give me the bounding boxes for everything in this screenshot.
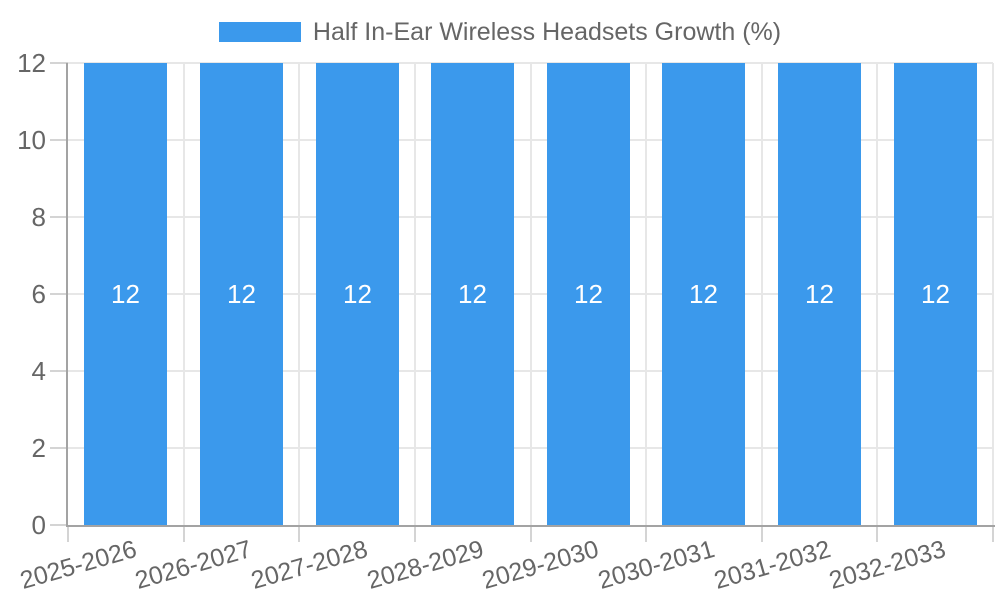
chart-legend[interactable]: Half In-Ear Wireless Headsets Growth (%) — [0, 18, 1000, 46]
gridline-vertical — [529, 63, 532, 525]
x-axis-tick — [182, 525, 185, 542]
bar[interactable]: 12 — [431, 63, 514, 525]
y-tick-label: 10 — [17, 125, 46, 155]
bar-value-label: 12 — [574, 278, 603, 309]
bar-value-label: 12 — [111, 278, 140, 309]
bar[interactable]: 12 — [547, 63, 630, 525]
x-tick-label: 2031-2032 — [710, 535, 834, 595]
x-tick-label: 2030-2031 — [595, 535, 718, 595]
y-axis-tick — [50, 524, 68, 526]
y-axis-tick — [50, 62, 68, 64]
bar-value-label: 12 — [689, 278, 718, 309]
x-tick-label: 2028-2029 — [363, 535, 487, 595]
x-tick-label: 2025-2026 — [16, 535, 140, 595]
gridline-vertical — [298, 63, 301, 525]
x-tick-label: 2029-2030 — [479, 535, 603, 595]
x-axis-line — [66, 525, 995, 527]
x-axis-tick — [67, 525, 69, 542]
bar-value-label: 12 — [227, 278, 256, 309]
bar-value-label: 12 — [921, 278, 950, 309]
y-axis-tick — [50, 370, 68, 372]
bar[interactable]: 12 — [84, 63, 167, 525]
x-tick-label: 2032-2033 — [826, 535, 949, 595]
y-tick-label: 12 — [17, 48, 46, 78]
legend-label: Half In-Ear Wireless Headsets Growth (%) — [312, 18, 782, 46]
y-tick-label: 0 — [31, 510, 46, 540]
y-tick-label: 8 — [31, 202, 46, 232]
gridline-vertical — [645, 63, 648, 525]
y-axis-tick — [50, 139, 68, 141]
y-tick-label: 2 — [31, 433, 46, 463]
gridline-vertical — [413, 63, 416, 525]
x-tick-label: 2026-2027 — [132, 535, 256, 595]
x-axis-tick — [876, 525, 879, 542]
x-axis-tick — [529, 525, 532, 542]
gridline-vertical — [760, 63, 763, 525]
y-tick-label: 6 — [31, 279, 46, 309]
legend-swatch — [218, 22, 301, 42]
y-axis-tick — [50, 293, 68, 295]
gridline-vertical — [992, 63, 994, 525]
x-tick-label: 2027-2028 — [248, 535, 371, 595]
y-axis-tick — [50, 216, 68, 218]
bar-value-label: 12 — [805, 278, 834, 309]
y-axis-line — [66, 63, 68, 525]
x-axis-tick — [413, 525, 416, 542]
bar-value-label: 12 — [458, 278, 487, 309]
bar[interactable]: 12 — [662, 63, 745, 525]
x-axis-tick — [760, 525, 763, 542]
gridline-vertical — [876, 63, 879, 525]
gridline-vertical — [182, 63, 185, 525]
x-axis-tick — [298, 525, 301, 542]
bar[interactable]: 12 — [316, 63, 399, 525]
bar[interactable]: 12 — [200, 63, 283, 525]
bar[interactable]: 12 — [778, 63, 861, 525]
y-tick-label: 4 — [31, 356, 46, 386]
bar[interactable]: 12 — [894, 63, 977, 525]
bar-value-label: 12 — [343, 278, 372, 309]
x-axis-tick — [645, 525, 648, 542]
y-axis-tick — [50, 447, 68, 449]
x-axis-tick — [992, 525, 994, 542]
